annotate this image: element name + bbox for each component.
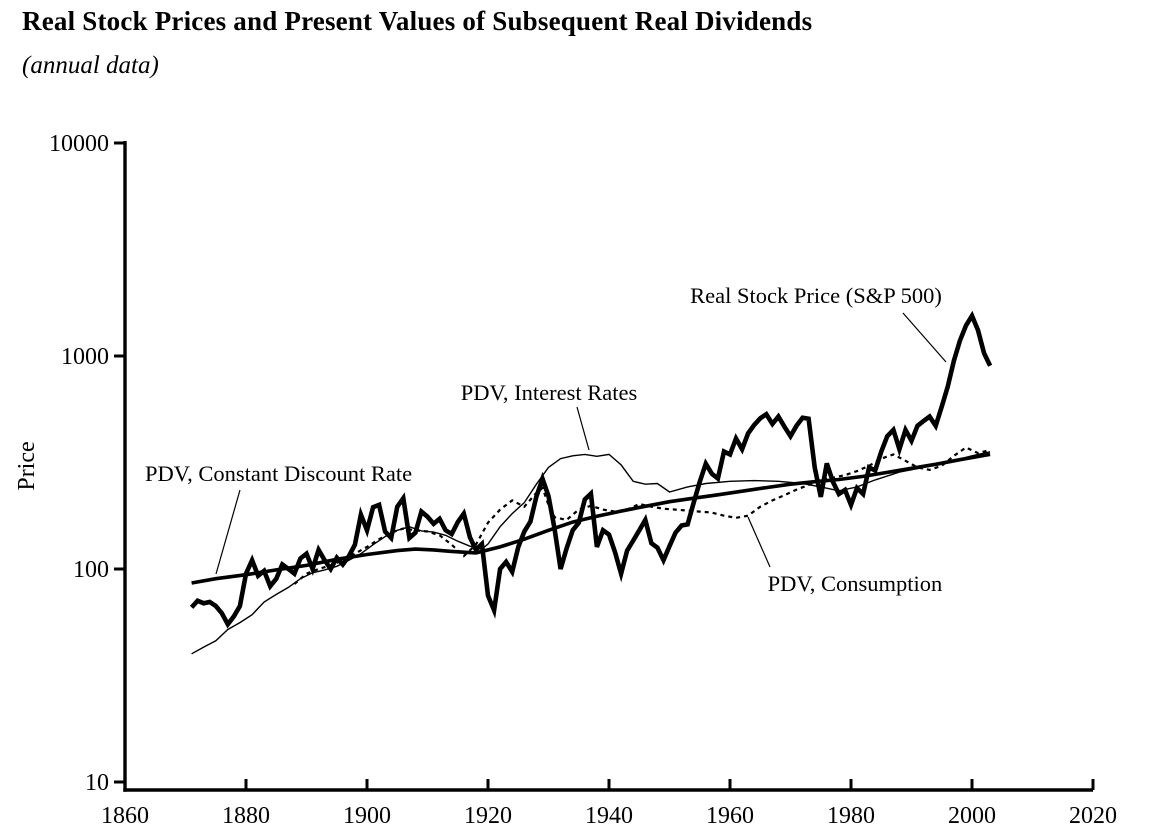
series-label-0: Real Stock Price (S&P 500) — [690, 283, 942, 308]
x-tick-label: 1880 — [222, 803, 270, 829]
y-axis-title: Price — [14, 441, 40, 490]
annotation-leader-3 — [747, 516, 771, 568]
y-tick-label: 100 — [73, 557, 109, 583]
x-tick-label: 1980 — [827, 803, 875, 829]
x-tick-label: 1920 — [464, 803, 512, 829]
x-tick-label: 2000 — [948, 803, 996, 829]
y-tick-label: 10000 — [49, 131, 109, 157]
x-tick-label: 1900 — [343, 803, 391, 829]
annotation-leader-1 — [576, 406, 590, 451]
annotation-leader-0 — [902, 312, 947, 363]
chart-title: Real Stock Prices and Present Values of … — [22, 6, 813, 36]
x-tick-label: 1860 — [101, 803, 149, 829]
series-line-3 — [293, 446, 991, 585]
x-tick-label: 1940 — [585, 803, 633, 829]
annotation-leader-2 — [215, 489, 241, 575]
y-tick-label: 10 — [85, 770, 109, 796]
x-tick-label: 2020 — [1069, 803, 1117, 829]
series-label-3: PDV, Consumption — [768, 571, 943, 596]
series-label-2: PDV, Constant Discount Rate — [145, 461, 412, 486]
chart-subtitle: (annual data) — [22, 52, 159, 79]
y-tick-label: 1000 — [61, 344, 109, 370]
x-tick-label: 1960 — [706, 803, 754, 829]
series-label-1: PDV, Interest Rates — [461, 380, 637, 405]
